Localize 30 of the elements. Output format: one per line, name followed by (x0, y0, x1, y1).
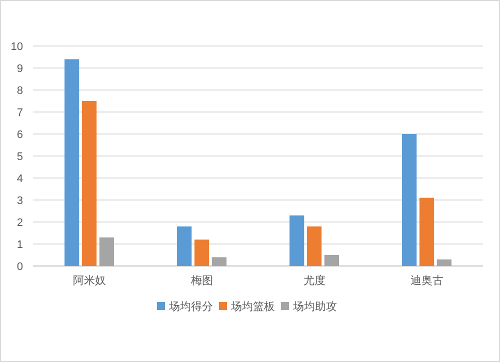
x-tick-label: 梅图 (190, 275, 213, 287)
bar (290, 215, 304, 266)
x-tick-label: 迪奥古 (410, 274, 444, 287)
bar (194, 240, 210, 266)
y-tick-label: 1 (16, 239, 23, 251)
y-tick-label: 6 (16, 129, 23, 141)
y-tick-label: 10 (10, 41, 23, 53)
y-tick-label: 4 (16, 173, 23, 185)
bar (402, 134, 417, 266)
y-tick-label: 7 (16, 107, 23, 119)
y-tick-label: 5 (16, 151, 23, 163)
y-tick-label: 0 (16, 261, 23, 273)
legend-label: 场均得分 (168, 301, 213, 313)
bar (99, 237, 114, 266)
y-tick-label: 2 (16, 217, 23, 229)
y-tick-label: 8 (16, 85, 23, 97)
y-tick-label: 3 (16, 195, 23, 207)
bar (82, 101, 97, 266)
bar (177, 226, 192, 266)
legend-label: 场均助攻 (292, 300, 337, 313)
bar (64, 59, 80, 266)
legend-label: 场均篮板 (230, 301, 275, 313)
bar (306, 226, 322, 266)
bar (436, 259, 452, 266)
bar (212, 257, 226, 266)
bar (419, 198, 434, 266)
x-tick-label: 尤度 (303, 274, 326, 287)
bar (324, 255, 339, 266)
y-tick-label: 9 (16, 63, 23, 75)
x-tick-label: 阿米奴 (72, 274, 106, 287)
